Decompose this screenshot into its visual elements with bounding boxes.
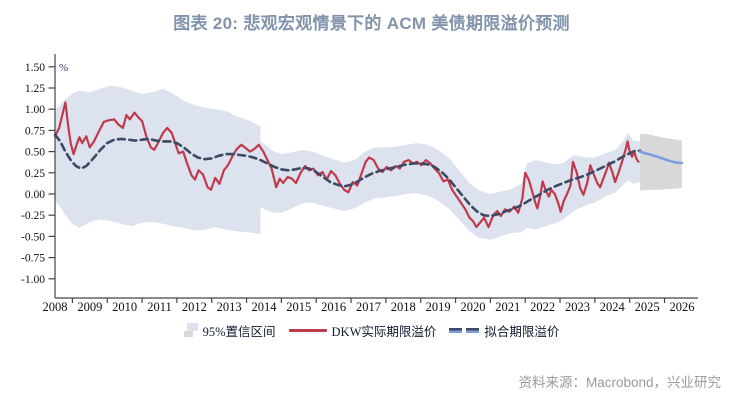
svg-text:2023: 2023 — [565, 300, 590, 314]
svg-text:2012: 2012 — [182, 300, 207, 314]
chart-legend: 95%置信区间 DKW实际期限溢价 拟合期限溢价 — [0, 321, 743, 340]
svg-text:-1.00: -1.00 — [21, 274, 45, 286]
svg-text:-0.75: -0.75 — [21, 253, 45, 265]
term-premium-chart: 1.50 1.25 1.00 0.75 0.50 0.25 0.00 -0.25 -0.50 -0… — [21, 54, 698, 314]
data-source-note: 资料来源：Macrobond，兴业研究 — [518, 375, 721, 390]
svg-text:2016: 2016 — [321, 300, 346, 314]
dashed-line-swatch-icon — [449, 328, 480, 333]
svg-text:0.00: 0.00 — [25, 189, 45, 201]
svg-text:2019: 2019 — [426, 300, 451, 314]
svg-text:2018: 2018 — [391, 300, 416, 314]
confidence-band-swatch-icon — [183, 323, 198, 338]
svg-text:2013: 2013 — [217, 300, 242, 314]
svg-text:2022: 2022 — [530, 300, 555, 314]
legend-label-confidence-band: 95%置信区间 — [202, 325, 276, 339]
svg-text:2011: 2011 — [147, 300, 172, 314]
svg-text:2009: 2009 — [77, 300, 102, 314]
svg-text:2024: 2024 — [600, 300, 626, 314]
svg-text:2010: 2010 — [112, 300, 137, 314]
legend-item-confidence-band: 95%置信区间 — [183, 321, 276, 340]
svg-text:2014: 2014 — [251, 300, 277, 314]
chart-axes: 1.50 1.25 1.00 0.75 0.50 0.25 0.00 -0.25 -0.50 -0… — [21, 54, 698, 314]
legend-label-fitted: 拟合期限溢价 — [484, 325, 560, 339]
svg-text:1.00: 1.00 — [25, 104, 45, 116]
chart-band-layer — [55, 85, 682, 240]
chart-line-layer — [53, 101, 684, 229]
svg-text:-0.50: -0.50 — [21, 231, 45, 243]
svg-text:0.50: 0.50 — [25, 147, 45, 159]
red-line-swatch-icon — [288, 329, 327, 332]
svg-text:2015: 2015 — [286, 300, 311, 314]
legend-label-dkw-actual: DKW实际期限溢价 — [331, 325, 437, 339]
svg-text:2021: 2021 — [495, 300, 520, 314]
svg-text:1.25: 1.25 — [25, 83, 45, 95]
svg-text:2017: 2017 — [356, 300, 381, 314]
chart-title: 图表 20: 悲观宏观情景下的 ACM 美债期限溢价预测 — [173, 14, 570, 33]
svg-text:0.75: 0.75 — [25, 125, 45, 137]
svg-text:2020: 2020 — [460, 300, 485, 314]
svg-text:2008: 2008 — [43, 300, 68, 314]
svg-text:2026: 2026 — [669, 300, 694, 314]
svg-text:2025: 2025 — [635, 300, 660, 314]
legend-item-fitted: 拟合期限溢价 — [449, 321, 559, 340]
svg-text:1.50: 1.50 — [25, 62, 45, 74]
legend-item-dkw-actual: DKW实际期限溢价 — [288, 321, 437, 340]
svg-text:-0.25: -0.25 — [21, 210, 45, 222]
svg-text:%: % — [59, 62, 68, 74]
svg-text:0.25: 0.25 — [25, 168, 45, 180]
